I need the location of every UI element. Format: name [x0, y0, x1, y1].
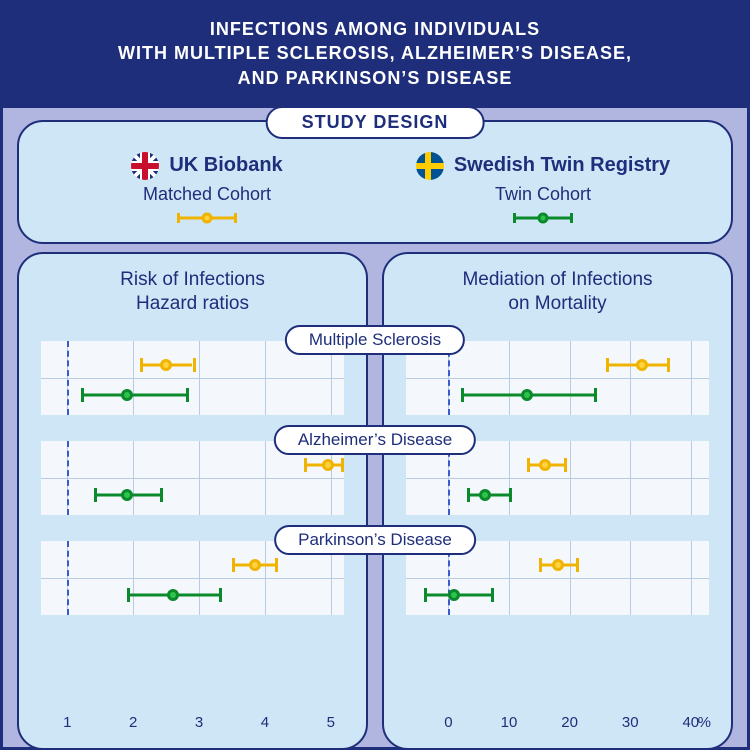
- series-yellow: [406, 355, 709, 375]
- series-green: [41, 485, 344, 505]
- axis-tick: 10: [501, 714, 518, 731]
- uk-flag-icon: [131, 152, 159, 180]
- series-green: [41, 585, 344, 605]
- axis-tick: 5: [327, 714, 335, 731]
- axis-tick: 1: [63, 714, 71, 731]
- axis-tick: 4: [261, 714, 269, 731]
- series-yellow: [406, 555, 709, 575]
- series-yellow: [41, 455, 344, 475]
- disease-pill: Multiple Sclerosis: [285, 325, 465, 355]
- right-axis: 0 10 20 30 40%: [406, 714, 709, 740]
- title-line-3: AND PARKINSON’S DISEASE: [23, 66, 727, 90]
- cohort-name: UK Biobank: [169, 154, 282, 177]
- axis-tick: 0: [444, 714, 452, 731]
- disease-pill: Parkinson’s Disease: [274, 525, 476, 555]
- left-axis: 1 2 3 4 5: [41, 714, 344, 740]
- axis-unit: %: [698, 714, 711, 731]
- axis-tick: 20: [561, 714, 578, 731]
- series-green: [41, 385, 344, 405]
- results-row: Risk of Infections Hazard ratios: [17, 252, 733, 750]
- series-green: [406, 485, 709, 505]
- cohort-name: Swedish Twin Registry: [454, 154, 670, 177]
- cohort-sub: Twin Cohort: [375, 184, 711, 205]
- disease-pill: Alzheimer’s Disease: [274, 425, 476, 455]
- study-design-pill: STUDY DESIGN: [266, 106, 485, 139]
- page-title: INFECTIONS AMONG INDIVIDUALS WITH MULTIP…: [3, 3, 747, 108]
- legend-yellow: [177, 211, 237, 225]
- axis-tick: 40: [682, 714, 699, 731]
- series-yellow: [41, 355, 344, 375]
- series-green: [406, 585, 709, 605]
- axis-tick: 30: [622, 714, 639, 731]
- cohort-sub: Matched Cohort: [39, 184, 375, 205]
- right-panel-title: Mediation of Infections on Mortality: [398, 268, 717, 316]
- study-cohort: UK Biobank Matched Cohort: [39, 152, 375, 230]
- se-flag-icon: [416, 152, 444, 180]
- page: INFECTIONS AMONG INDIVIDUALS WITH MULTIP…: [0, 0, 750, 750]
- axis-tick: 3: [195, 714, 203, 731]
- title-line-2: WITH MULTIPLE SCLEROSIS, ALZHEIMER’S DIS…: [23, 41, 727, 65]
- axis-tick: 2: [129, 714, 137, 731]
- series-yellow: [41, 555, 344, 575]
- title-line-1: INFECTIONS AMONG INDIVIDUALS: [23, 17, 727, 41]
- left-panel-title: Risk of Infections Hazard ratios: [33, 268, 352, 316]
- legend-green: [513, 211, 573, 225]
- series-yellow: [406, 455, 709, 475]
- series-green: [406, 385, 709, 405]
- study-design-panel: STUDY DESIGN UK Biobank Matched Cohort S…: [17, 120, 733, 244]
- study-cohort: Swedish Twin Registry Twin Cohort: [375, 152, 711, 230]
